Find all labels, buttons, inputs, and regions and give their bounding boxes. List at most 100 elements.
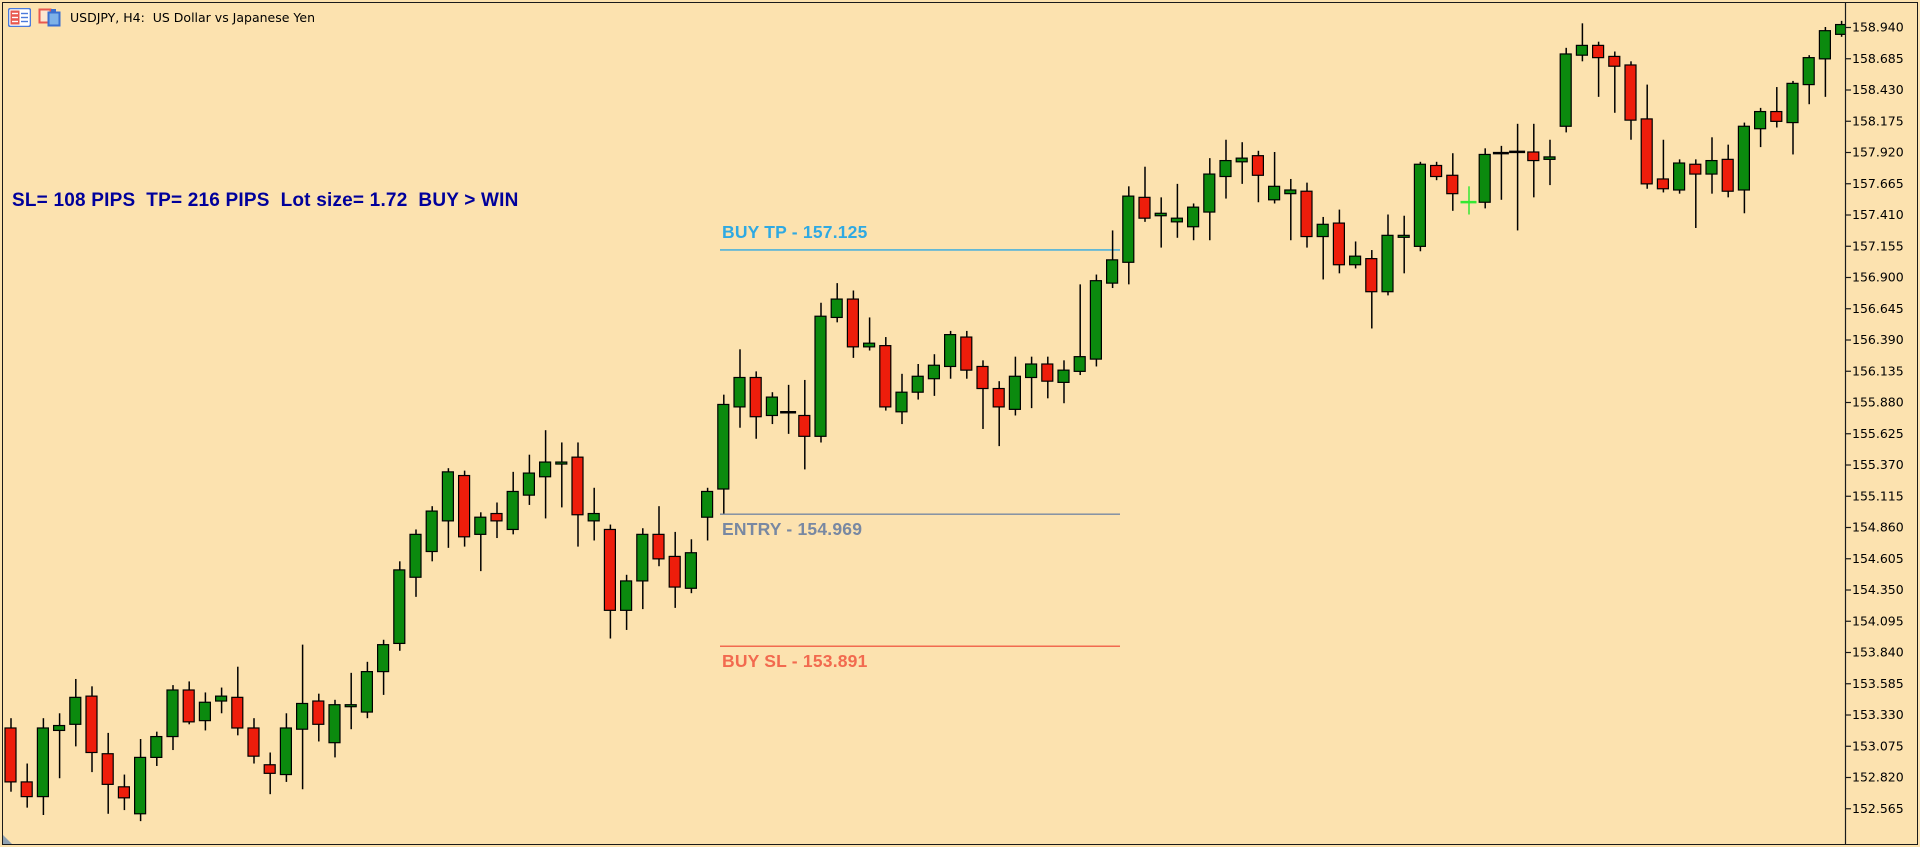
candle [1122,186,1135,285]
candle-body [668,555,681,588]
candle-body [1057,369,1070,383]
candle-body [1251,155,1265,176]
axis-label: 158.430 [1852,82,1904,97]
candle [117,774,131,811]
candle [619,574,633,630]
candle-body [1219,159,1232,178]
candle-body [1073,356,1086,372]
candle-body [69,696,82,725]
candle-body [1624,64,1637,121]
candle [360,661,373,719]
candle [1186,203,1200,241]
candle [1365,250,1378,329]
candle [717,394,730,514]
candle-body [846,298,860,348]
candle-body [798,414,811,437]
candle-body [506,490,519,531]
axis-label: 153.075 [1852,738,1904,753]
candle-body [1737,125,1751,191]
candle-body [538,461,552,478]
candle-body [312,700,325,725]
candle [522,454,536,505]
axis-label: 154.350 [1852,582,1904,597]
candle [571,442,584,547]
candle [733,349,746,428]
candle-body [1640,118,1653,185]
chart-icon[interactable] [38,8,61,27]
resize-grip[interactable] [3,835,12,844]
candle [134,739,147,822]
candle-body [895,391,908,413]
candle-body [1348,255,1362,266]
axis-label: 153.840 [1852,645,1904,660]
candle [700,487,714,541]
candle-body [976,365,989,390]
price-axis[interactable]: 158.940 158.685 158.430 158.175 157.920 157.6… [1844,2,1917,845]
candle [1332,209,1346,274]
candle [587,487,600,541]
candle [69,678,82,747]
candle [749,371,762,439]
candle-body [1105,259,1119,284]
candle [1721,144,1734,198]
candle [1460,186,1477,215]
candle [1624,61,1637,140]
axis-label: 157.155 [1852,238,1904,253]
candle [1235,142,1248,184]
candle-body [474,516,487,535]
candle-body [1122,195,1135,263]
buy-tp-label[interactable]: BUY TP - 157.125 [722,222,868,243]
candle-body [1770,110,1783,122]
trade-level-lines [720,249,1120,647]
candle-body [1381,234,1394,293]
candle-body [1203,173,1216,213]
candle-body [1138,196,1151,219]
market-watch-icon[interactable] [7,7,32,27]
axis-label: 155.880 [1852,395,1904,410]
candle [1672,159,1686,194]
candle [1770,87,1783,128]
candle [506,471,519,535]
axis-label: 153.330 [1852,707,1904,722]
candle [458,470,471,547]
candle [1024,356,1038,409]
buy-sl-label[interactable]: BUY SL - 153.891 [722,650,868,671]
candle-body [749,376,762,418]
entry-label[interactable]: ENTRY - 154.969 [722,518,863,539]
candle-body [215,695,228,702]
candle-body [52,724,66,732]
candle-body [911,375,924,393]
candle [1737,122,1751,214]
candle-body [36,727,50,798]
candle [441,468,454,548]
candle [943,330,957,379]
candle [296,644,309,790]
candle-body [231,696,244,729]
candle [911,364,924,400]
candle-body [4,727,17,783]
candle [1397,215,1410,274]
candle [247,718,260,764]
candle-body [1316,223,1329,238]
axis-label: 154.860 [1852,520,1904,535]
candle [1608,51,1621,113]
candle [166,685,179,751]
candle-body [117,786,131,799]
candle-body [393,569,406,645]
candle [344,672,357,730]
candle [846,290,860,358]
candle-body [619,580,633,611]
candle-body [1802,57,1815,86]
candle [830,283,843,323]
candle-body [1656,178,1670,190]
candle-body [571,456,584,516]
candle [1591,41,1605,97]
candle-body [247,727,260,757]
candle-body [733,376,746,408]
candle [780,384,797,434]
axis-label: 155.370 [1852,457,1904,472]
candle [1492,145,1509,200]
trade-info-banner: SL= 108 PIPS TP= 216 PIPS Lot size= 1.72… [12,190,519,211]
axis-label: 158.685 [1852,51,1904,66]
